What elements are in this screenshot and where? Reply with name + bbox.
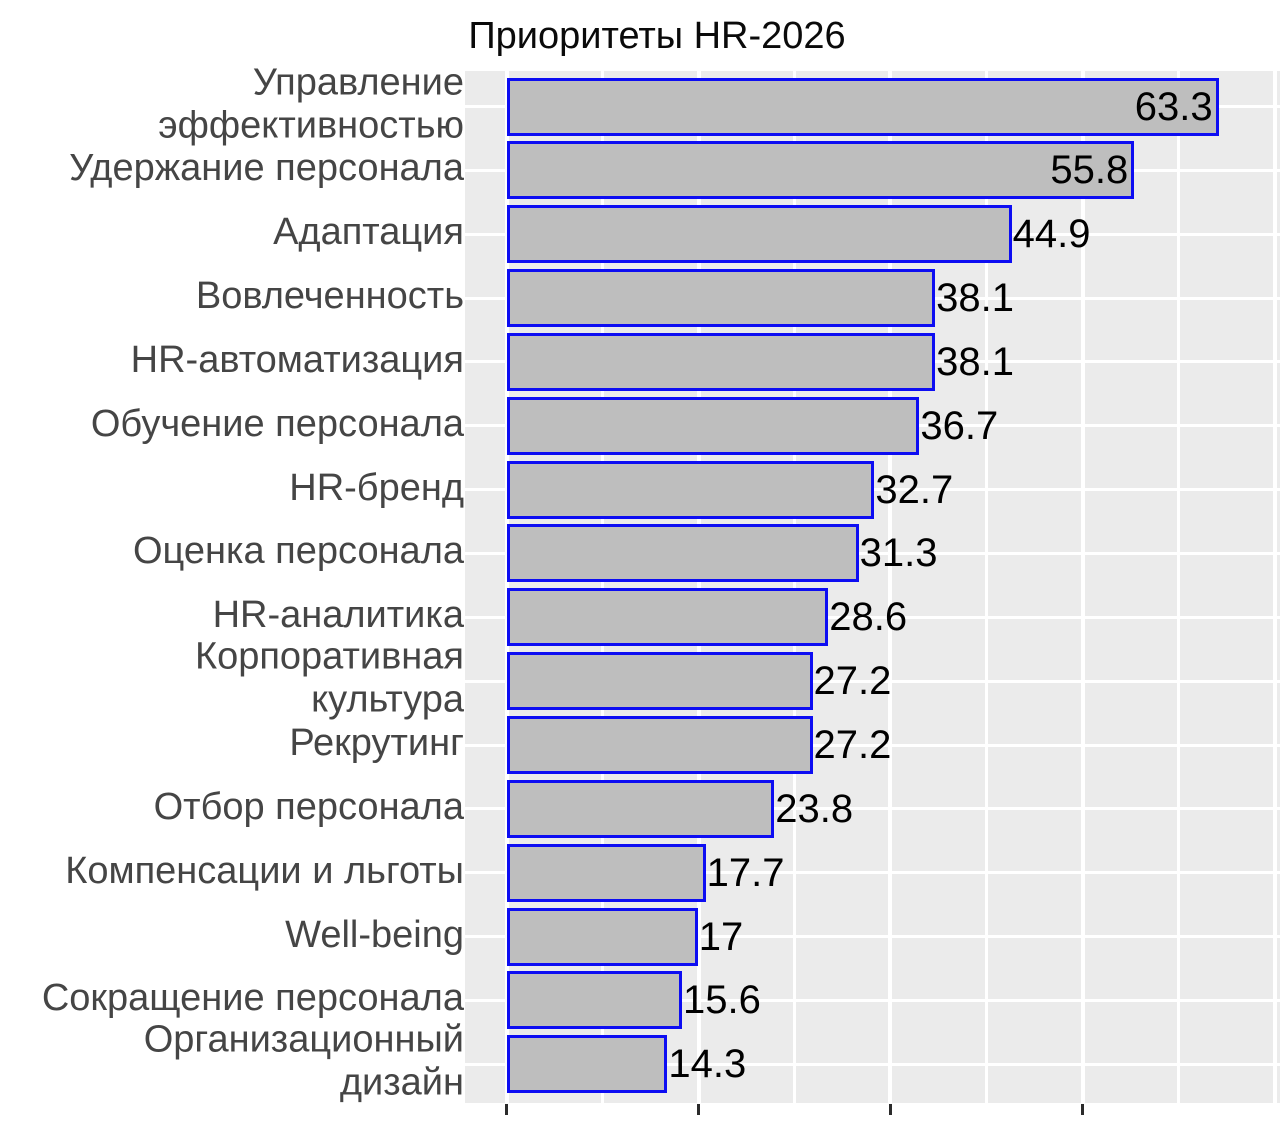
bar-value-label: 15.6 — [683, 978, 761, 1023]
bar — [506, 205, 1012, 264]
category-label: Отбор персонала — [153, 786, 464, 829]
category-label: Организационный дизайн — [143, 1018, 464, 1104]
chart-panel: 63.3 55.8 44.9 38.1 38.1 36.7 32.7 31.3 28.6 27.2… — [465, 71, 1280, 1103]
bar-value-label: 44.9 — [1012, 212, 1091, 257]
bar-value-label: 55.8 — [1050, 148, 1129, 193]
gridline-horizontal — [465, 743, 1280, 747]
x-axis-tick — [1081, 1104, 1084, 1115]
gridline-vertical-major — [504, 71, 509, 1103]
gridline-vertical-major — [888, 71, 893, 1103]
chart-title: Приоритеты HR-2026 — [468, 15, 846, 57]
x-axis-tick — [888, 1104, 892, 1115]
bar — [506, 588, 829, 647]
bar — [506, 77, 1219, 136]
gridline-horizontal — [465, 1062, 1280, 1066]
category-label: Оценка персонала — [133, 530, 464, 573]
category-label: Корпоративная культура — [194, 635, 464, 721]
bar — [506, 524, 859, 583]
bar — [506, 332, 936, 391]
category-label: Компенсации и льготы — [65, 849, 464, 892]
gridline-horizontal — [465, 998, 1280, 1002]
gridline-horizontal — [465, 871, 1280, 875]
category-label: Well-being — [285, 913, 464, 956]
bar-value-label: 32.7 — [875, 467, 954, 512]
bar-value-label: 27.2 — [813, 723, 892, 767]
category-label: HR-автоматизация — [130, 339, 464, 382]
gridline-horizontal — [465, 615, 1280, 619]
bar-value-label: 17 — [698, 914, 744, 959]
gridline-horizontal — [465, 679, 1280, 683]
gridline-vertical-minor — [600, 71, 604, 1103]
bar — [506, 652, 813, 711]
category-label: Удержание персонала — [69, 147, 464, 190]
category-label: Управление эффективностью — [158, 60, 464, 146]
bar — [506, 907, 698, 966]
category-label: HR-аналитика — [212, 594, 464, 637]
bar-value-label: 17.7 — [706, 850, 785, 895]
bar — [506, 843, 706, 902]
bar — [506, 716, 813, 774]
bar — [506, 396, 920, 455]
bar-value-label: 28.6 — [829, 595, 908, 640]
bar-value-label: 38.1 — [936, 276, 1014, 321]
bar-value-label: 63.3 — [1134, 84, 1213, 129]
bar — [506, 779, 775, 838]
bar-value-label: 31.3 — [859, 531, 938, 576]
category-label: HR-бренд — [289, 466, 464, 509]
gridline-vertical-major — [1272, 71, 1277, 1103]
gridline-vertical-major — [696, 71, 701, 1103]
category-label: Сокращение персонала — [41, 977, 464, 1020]
bar-value-label: 36.7 — [920, 403, 999, 448]
gridline-vertical-minor — [985, 71, 989, 1103]
category-label: Рекрутинг — [289, 722, 464, 765]
bar — [506, 1035, 668, 1094]
gridline-horizontal — [465, 935, 1280, 939]
bar — [506, 269, 936, 328]
gridline-vertical-major — [1080, 71, 1085, 1103]
bar-value-label: 27.2 — [813, 659, 892, 704]
category-label: Обучение персонала — [90, 402, 464, 445]
gridline-horizontal — [465, 807, 1280, 811]
bar — [506, 141, 1135, 200]
category-label: Вовлеченность — [195, 275, 464, 318]
bar-value-label: 38.1 — [936, 339, 1014, 384]
gridline-horizontal — [465, 551, 1280, 555]
bar — [506, 460, 875, 519]
bar-value-label: 23.8 — [775, 786, 854, 831]
bar — [506, 971, 682, 1030]
x-axis-tick — [505, 1104, 508, 1115]
gridline-vertical-minor — [793, 71, 796, 1103]
category-label: Адаптация — [273, 211, 464, 254]
bar-value-label: 14.3 — [668, 1042, 747, 1087]
gridline-vertical-minor — [1176, 71, 1180, 1103]
x-axis-tick — [697, 1104, 701, 1115]
